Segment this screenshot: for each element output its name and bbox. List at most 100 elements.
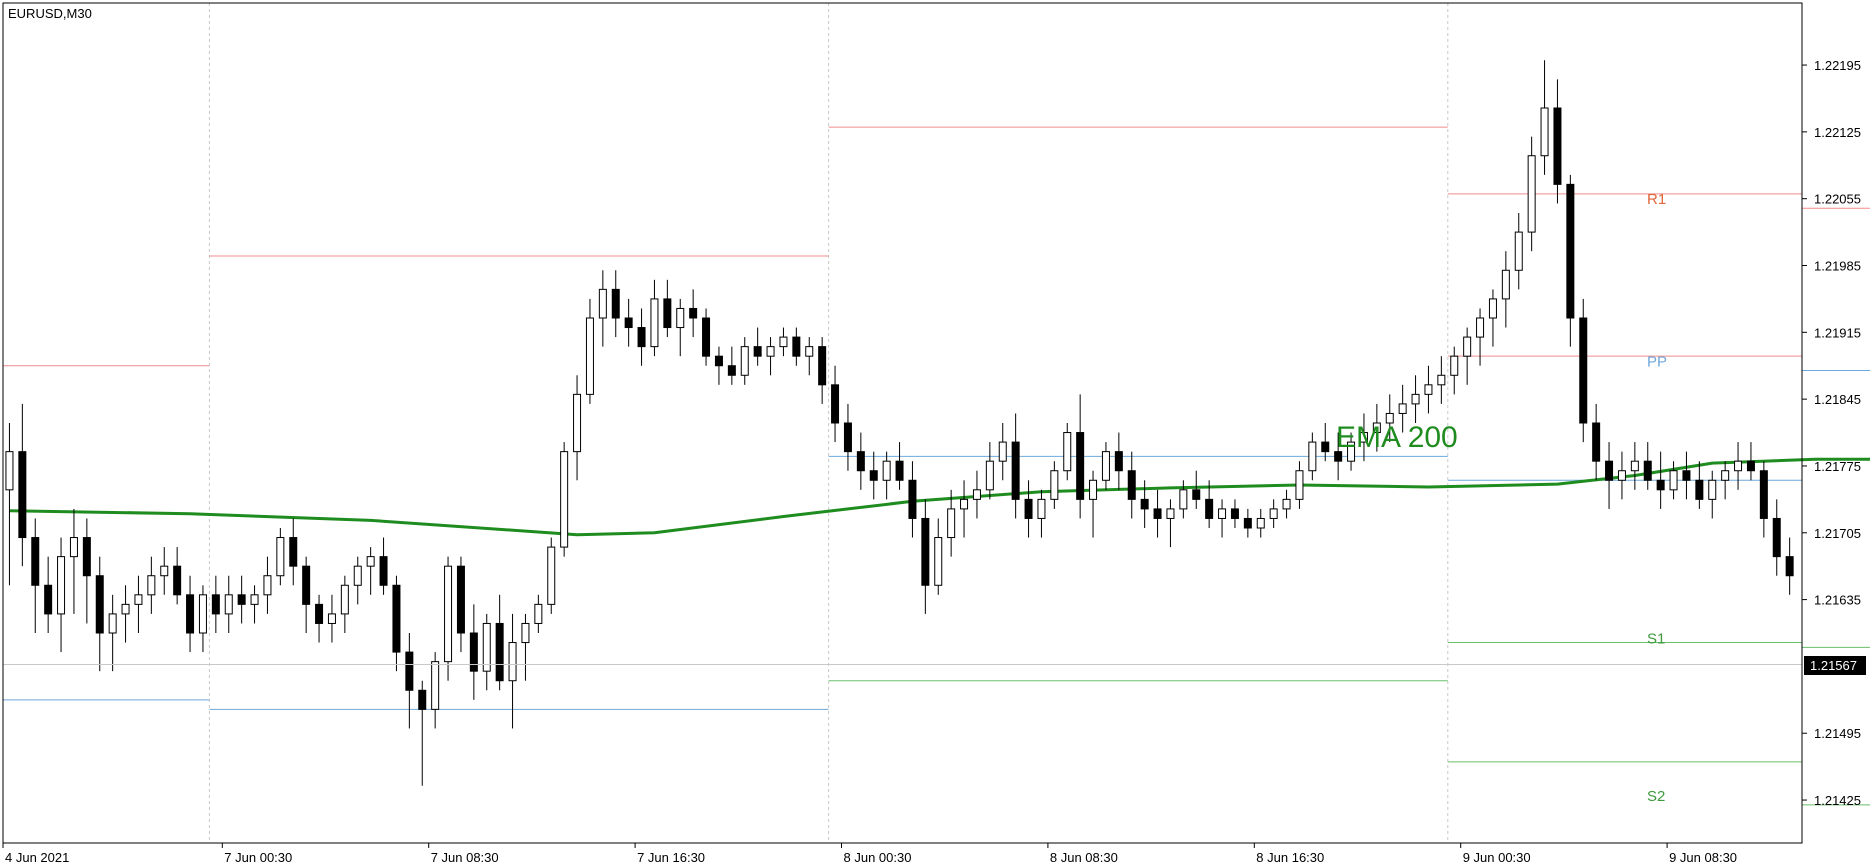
candle-91[interactable] (1179, 480, 1188, 519)
candle-119[interactable] (1540, 60, 1549, 175)
candle-78[interactable] (1011, 413, 1020, 519)
candle-103[interactable] (1334, 432, 1343, 481)
candle-59[interactable] (766, 337, 775, 376)
candle-130[interactable] (1682, 451, 1691, 500)
candle-23[interactable] (302, 556, 311, 633)
candle-132[interactable] (1708, 470, 1717, 519)
candle-45[interactable] (585, 298, 594, 404)
candle-4[interactable] (57, 537, 66, 653)
candle-14[interactable] (186, 575, 195, 653)
candle-64[interactable] (831, 365, 840, 443)
candle-26[interactable] (340, 575, 349, 633)
candle-28[interactable] (366, 547, 375, 595)
candle-9[interactable] (121, 585, 130, 643)
candle-106[interactable] (1372, 403, 1381, 452)
candle-97[interactable] (1256, 508, 1265, 538)
candle-113[interactable] (1463, 327, 1472, 385)
candle-46[interactable] (598, 270, 607, 347)
candle-70[interactable] (908, 461, 917, 538)
candle-52[interactable] (676, 298, 685, 357)
candle-32[interactable] (418, 680, 427, 786)
candle-77[interactable] (998, 423, 1007, 481)
candle-55[interactable] (714, 346, 723, 385)
candle-67[interactable] (869, 451, 878, 500)
candle-40[interactable] (521, 613, 530, 681)
candle-85[interactable] (1101, 442, 1110, 490)
candle-138[interactable] (1785, 537, 1794, 595)
candle-134[interactable] (1734, 442, 1743, 490)
candle-3[interactable] (44, 556, 53, 633)
candle-117[interactable] (1514, 213, 1523, 290)
candle-2[interactable] (31, 518, 40, 633)
candle-1[interactable] (18, 403, 27, 567)
candle-127[interactable] (1643, 442, 1652, 490)
candle-109[interactable] (1411, 375, 1420, 423)
candle-54[interactable] (702, 308, 711, 366)
candle-31[interactable] (405, 633, 414, 729)
candle-18[interactable] (237, 575, 246, 624)
candle-39[interactable] (508, 613, 517, 729)
candle-76[interactable] (985, 442, 994, 500)
candle-75[interactable] (972, 470, 981, 519)
candle-49[interactable] (637, 308, 646, 366)
candle-110[interactable] (1424, 365, 1433, 414)
candle-129[interactable] (1669, 461, 1678, 500)
candle-24[interactable] (315, 594, 324, 643)
candle-35[interactable] (456, 556, 465, 653)
candle-133[interactable] (1721, 461, 1730, 500)
candle-47[interactable] (611, 270, 620, 338)
candle-25[interactable] (327, 594, 336, 643)
candle-83[interactable] (1076, 394, 1085, 519)
candle-10[interactable] (134, 575, 143, 633)
candle-93[interactable] (1205, 480, 1214, 528)
candle-112[interactable] (1450, 346, 1459, 395)
candle-107[interactable] (1385, 394, 1394, 443)
candle-92[interactable] (1192, 470, 1201, 509)
candle-6[interactable] (82, 518, 91, 624)
candle-38[interactable] (495, 594, 504, 691)
candle-20[interactable] (263, 556, 272, 614)
candle-61[interactable] (792, 327, 801, 366)
candle-80[interactable] (1037, 489, 1046, 538)
candle-36[interactable] (469, 604, 478, 700)
candle-111[interactable] (1437, 356, 1446, 404)
candle-94[interactable] (1218, 499, 1227, 538)
candle-115[interactable] (1488, 289, 1497, 347)
candle-102[interactable] (1321, 423, 1330, 462)
candle-125[interactable] (1617, 451, 1626, 500)
candle-123[interactable] (1592, 403, 1601, 481)
candle-124[interactable] (1605, 442, 1614, 509)
candle-69[interactable] (895, 442, 904, 490)
candle-122[interactable] (1579, 298, 1588, 443)
candle-137[interactable] (1772, 499, 1781, 576)
candle-37[interactable] (482, 613, 491, 691)
candle-100[interactable] (1295, 461, 1304, 509)
candle-53[interactable] (689, 289, 698, 338)
candle-42[interactable] (547, 537, 556, 614)
candle-41[interactable] (534, 594, 543, 633)
candle-136[interactable] (1759, 461, 1768, 538)
candle-71[interactable] (921, 499, 930, 614)
candle-63[interactable] (818, 337, 827, 404)
candle-87[interactable] (1127, 451, 1136, 519)
candle-43[interactable] (560, 442, 569, 557)
candle-15[interactable] (198, 585, 207, 653)
candle-128[interactable] (1656, 451, 1665, 509)
candle-79[interactable] (1024, 480, 1033, 538)
candle-95[interactable] (1230, 499, 1239, 528)
candle-11[interactable] (147, 556, 156, 614)
candle-19[interactable] (250, 585, 259, 624)
candle-116[interactable] (1501, 251, 1510, 328)
candle-48[interactable] (624, 298, 633, 347)
candle-72[interactable] (934, 518, 943, 595)
candle-27[interactable] (353, 556, 362, 605)
candle-58[interactable] (753, 327, 762, 366)
candle-21[interactable] (276, 528, 285, 586)
candle-16[interactable] (211, 575, 220, 633)
candle-121[interactable] (1566, 174, 1575, 347)
candle-5[interactable] (69, 508, 78, 614)
candle-66[interactable] (856, 432, 865, 490)
candle-50[interactable] (650, 279, 659, 357)
candle-126[interactable] (1630, 442, 1639, 490)
